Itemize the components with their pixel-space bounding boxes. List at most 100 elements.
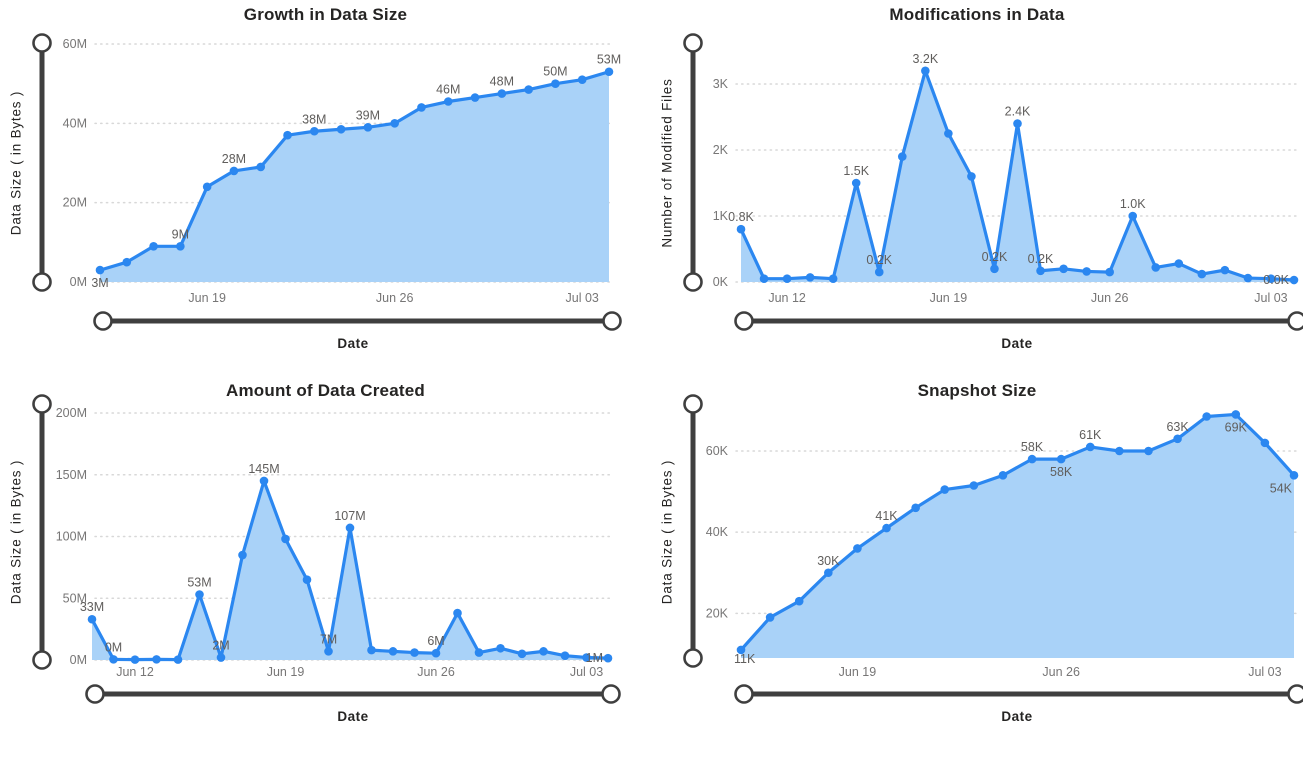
data-point[interactable]: [911, 503, 920, 513]
data-point[interactable]: [1266, 274, 1276, 284]
data-point[interactable]: [582, 653, 591, 662]
data-point[interactable]: [1027, 454, 1037, 464]
data-point[interactable]: [782, 274, 792, 284]
data-point[interactable]: [1036, 266, 1045, 276]
data-point[interactable]: [390, 119, 399, 128]
data-point[interactable]: [524, 85, 533, 94]
data-point[interactable]: [551, 79, 560, 88]
y-slider-bottom-handle[interactable]: [32, 650, 52, 670]
data-point[interactable]: [122, 257, 132, 267]
data-point[interactable]: [1289, 471, 1299, 480]
y-slider-top-handle[interactable]: [683, 394, 703, 414]
data-point[interactable]: [470, 93, 480, 102]
data-point[interactable]: [497, 89, 507, 98]
data-point[interactable]: [410, 648, 419, 657]
data-point[interactable]: [882, 523, 891, 533]
x-slider-left-handle[interactable]: [734, 311, 754, 331]
data-point[interactable]: [1151, 263, 1161, 272]
data-point[interactable]: [828, 274, 838, 284]
data-point[interactable]: [1128, 211, 1138, 221]
data-point[interactable]: [1197, 269, 1207, 279]
data-point[interactable]: [1220, 265, 1230, 275]
data-point[interactable]: [1260, 438, 1270, 448]
data-point[interactable]: [897, 152, 907, 161]
data-point[interactable]: [517, 649, 527, 659]
data-point[interactable]: [1056, 454, 1066, 464]
data-point[interactable]: [130, 655, 140, 664]
data-point[interactable]: [1059, 264, 1068, 274]
data-point[interactable]: [1082, 267, 1091, 276]
data-point[interactable]: [998, 471, 1008, 480]
data-point[interactable]: [603, 653, 613, 663]
data-point[interactable]: [431, 648, 441, 658]
data-point[interactable]: [1202, 412, 1211, 421]
x-slider-left-handle[interactable]: [734, 684, 754, 704]
data-point[interactable]: [256, 162, 266, 172]
data-point[interactable]: [363, 122, 373, 132]
data-point[interactable]: [417, 103, 426, 112]
data-point[interactable]: [577, 75, 587, 84]
data-point[interactable]: [736, 224, 746, 234]
y-slider-top-handle[interactable]: [32, 33, 52, 53]
data-point[interactable]: [95, 265, 105, 275]
data-point[interactable]: [1085, 442, 1095, 452]
data-point[interactable]: [281, 534, 290, 544]
data-point[interactable]: [259, 476, 269, 486]
data-point[interactable]: [216, 653, 226, 662]
data-point[interactable]: [1173, 434, 1182, 444]
y-slider-bottom-handle[interactable]: [683, 272, 703, 292]
data-point[interactable]: [940, 485, 950, 494]
data-point[interactable]: [474, 648, 484, 657]
data-point[interactable]: [195, 590, 204, 599]
data-point[interactable]: [152, 655, 161, 664]
data-point[interactable]: [302, 575, 312, 585]
x-slider-left-handle[interactable]: [85, 684, 105, 704]
data-point[interactable]: [736, 645, 746, 655]
data-point[interactable]: [969, 481, 979, 490]
data-point[interactable]: [1289, 275, 1299, 285]
data-point[interactable]: [238, 550, 247, 560]
data-point[interactable]: [367, 645, 376, 655]
data-point[interactable]: [944, 129, 953, 138]
data-point[interactable]: [539, 647, 548, 656]
data-point[interactable]: [310, 126, 319, 136]
data-point[interactable]: [87, 614, 97, 624]
x-slider-right-handle[interactable]: [602, 311, 622, 331]
data-point[interactable]: [283, 130, 292, 140]
data-point[interactable]: [324, 647, 333, 656]
data-point[interactable]: [824, 568, 833, 578]
x-slider-left-handle[interactable]: [93, 311, 113, 331]
data-point[interactable]: [336, 124, 346, 134]
data-point[interactable]: [1144, 446, 1153, 456]
data-point[interactable]: [202, 182, 212, 192]
x-slider-right-handle[interactable]: [1287, 684, 1303, 704]
data-point[interactable]: [967, 172, 976, 181]
y-slider-top-handle[interactable]: [683, 33, 703, 53]
data-point[interactable]: [794, 596, 804, 606]
data-point[interactable]: [1115, 446, 1124, 456]
data-point[interactable]: [759, 274, 769, 284]
data-point[interactable]: [1243, 273, 1253, 283]
data-point[interactable]: [604, 67, 614, 77]
data-point[interactable]: [1174, 259, 1184, 268]
data-point[interactable]: [990, 264, 999, 274]
data-point[interactable]: [765, 613, 775, 622]
data-point[interactable]: [1105, 267, 1114, 277]
data-point[interactable]: [496, 643, 505, 653]
x-slider-right-handle[interactable]: [601, 684, 621, 704]
data-point[interactable]: [851, 178, 861, 188]
data-point[interactable]: [149, 241, 158, 251]
data-point[interactable]: [388, 647, 398, 656]
y-slider-top-handle[interactable]: [32, 394, 52, 414]
data-point[interactable]: [1013, 119, 1022, 128]
data-point[interactable]: [1231, 410, 1241, 419]
data-point[interactable]: [874, 267, 884, 277]
data-point[interactable]: [229, 166, 239, 176]
data-point[interactable]: [921, 66, 930, 76]
data-point[interactable]: [109, 655, 118, 664]
data-point[interactable]: [443, 97, 453, 106]
data-point[interactable]: [853, 544, 862, 553]
data-point[interactable]: [560, 651, 570, 660]
data-point[interactable]: [173, 655, 183, 664]
x-slider-right-handle[interactable]: [1287, 311, 1303, 331]
